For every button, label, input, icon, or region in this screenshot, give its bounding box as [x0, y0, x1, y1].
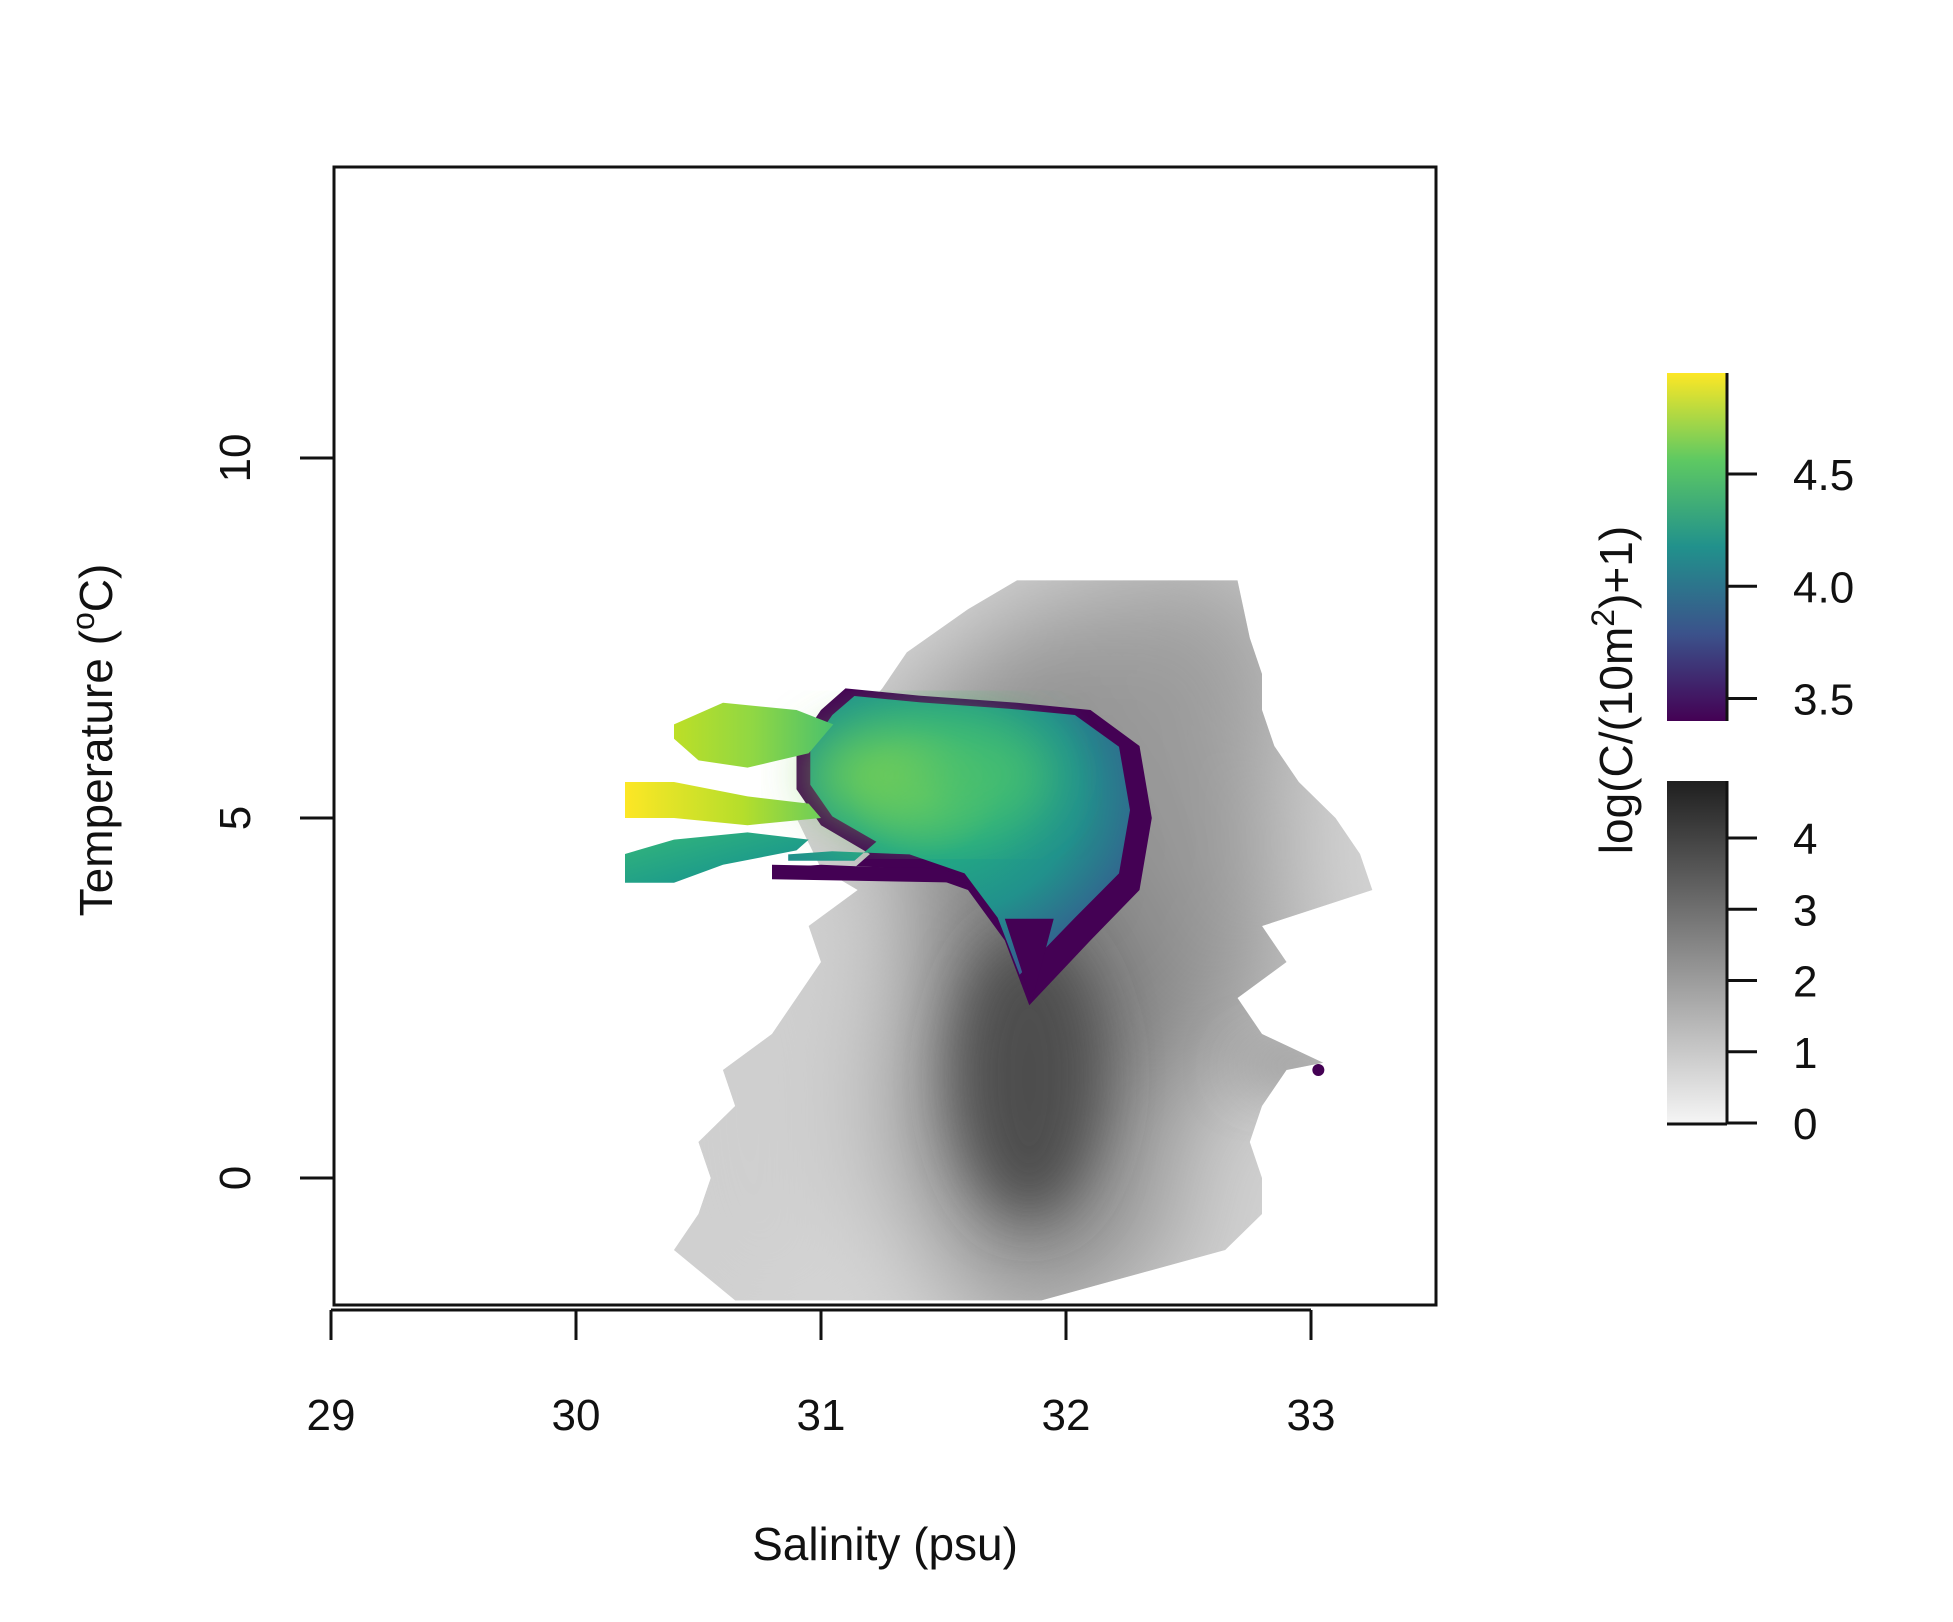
color-lobe	[625, 782, 821, 826]
colorbars: 3.5 4.0 4.5 0 1 2 3 4	[1667, 373, 1854, 1149]
colorbar-tick-label: 1	[1793, 1029, 1817, 1078]
color-speck	[1312, 1064, 1325, 1076]
y-axis-title-degree: o	[65, 612, 101, 630]
x-axis: 29 30 31 32 33	[307, 1308, 1336, 1440]
color-lobe	[625, 832, 809, 883]
y-axis-title-part-2: C)	[70, 564, 122, 613]
colorbar-gray	[1667, 781, 1727, 1123]
color-blob-band	[772, 864, 968, 883]
colorbar-tick-label: 2	[1793, 958, 1817, 1007]
y-axis-title: Temperature (oC)	[65, 564, 122, 917]
y-tick-label: 0	[211, 1166, 260, 1190]
color-blob-tail	[1004, 918, 1054, 1002]
y-tick-label: 5	[211, 806, 260, 830]
colorbar-title-superscript: 2	[1585, 609, 1621, 627]
y-axis: 0 5 10	[211, 434, 336, 1190]
colorbar-title-part-1: log(C/(10m	[1590, 627, 1642, 855]
colorbar-tick-label: 0	[1793, 1100, 1817, 1149]
heatmap-area	[625, 580, 1373, 1301]
colorbar-title: log(C/(10m2)+1)	[1585, 526, 1642, 854]
color-lobe	[674, 702, 834, 768]
colorbar-tick-label: 4	[1793, 815, 1817, 864]
y-tick-label: 10	[211, 434, 260, 483]
colorbar-color	[1667, 373, 1727, 721]
colorbar-tick-label: 3.5	[1793, 676, 1854, 725]
colorbar-color-ticks: 3.5 4.0 4.5	[1725, 373, 1854, 725]
colorbar-gray-ticks: 0 1 2 3 4	[1667, 781, 1817, 1149]
x-tick-label: 31	[797, 1391, 846, 1440]
x-axis-title: Salinity (psu)	[752, 1518, 1018, 1570]
x-tick-label: 30	[552, 1391, 601, 1440]
colorbar-tick-label: 3	[1793, 886, 1817, 935]
colorbar-tick-label: 4.5	[1793, 451, 1854, 500]
y-axis-title-part-1: Temperature (	[70, 629, 122, 916]
color-blob-core	[810, 714, 1054, 835]
x-tick-label: 29	[307, 1391, 356, 1440]
colorbar-tick-label: 4.0	[1793, 563, 1854, 612]
x-tick-label: 32	[1042, 1391, 1091, 1440]
colorbar-title-part-2: )+1)	[1590, 526, 1642, 609]
color-density-field	[625, 688, 1325, 1076]
x-tick-label: 33	[1287, 1391, 1336, 1440]
